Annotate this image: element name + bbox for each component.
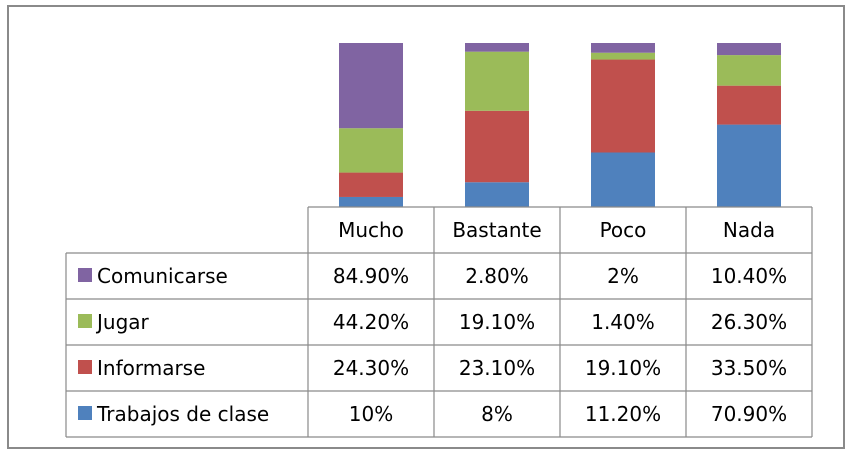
data-label-jugar-bastante: 19.10% bbox=[459, 310, 535, 334]
bar-poco-jugar bbox=[591, 52, 655, 60]
category-label-poco: Poco bbox=[600, 218, 647, 242]
bar-plot-area bbox=[339, 43, 781, 207]
data-label-trabajos-de-clase-bastante: 8% bbox=[481, 402, 513, 426]
data-label-jugar-mucho: 44.20% bbox=[333, 310, 409, 334]
bar-nada-jugar bbox=[717, 55, 781, 86]
bar-nada-trabajos-de-clase bbox=[717, 124, 781, 207]
data-table: Mucho Bastante Poco Nada Comunicarse 84.90% 2.… bbox=[65, 206, 813, 438]
bar-mucho-jugar bbox=[339, 128, 403, 173]
bar-bastante-jugar bbox=[465, 51, 529, 111]
legend-label-jugar: Jugar bbox=[95, 310, 150, 334]
bar-mucho-informarse bbox=[339, 172, 403, 197]
data-label-comunicarse-bastante: 2.80% bbox=[465, 264, 529, 288]
bar-mucho-comunicarse bbox=[339, 43, 403, 129]
bar-poco-trabajos-de-clase bbox=[591, 152, 655, 207]
data-label-informarse-nada: 33.50% bbox=[711, 356, 787, 380]
data-label-comunicarse-nada: 10.40% bbox=[711, 264, 787, 288]
legend-label-informarse: Informarse bbox=[97, 356, 205, 380]
legend-swatch-trabajos-de-clase bbox=[78, 406, 92, 420]
legend-swatch-jugar bbox=[78, 314, 92, 328]
bar-poco-informarse bbox=[591, 59, 655, 153]
category-label-bastante: Bastante bbox=[452, 218, 541, 242]
legend-swatch-comunicarse bbox=[78, 268, 92, 282]
data-label-trabajos-de-clase-mucho: 10% bbox=[349, 402, 393, 426]
data-label-trabajos-de-clase-nada: 70.90% bbox=[711, 402, 787, 426]
data-label-jugar-nada: 26.30% bbox=[711, 310, 787, 334]
data-label-informarse-bastante: 23.10% bbox=[459, 356, 535, 380]
category-label-mucho: Mucho bbox=[338, 218, 404, 242]
bar-mucho-trabajos-de-clase bbox=[339, 196, 403, 207]
data-label-comunicarse-mucho: 84.90% bbox=[333, 264, 409, 288]
legend-label-comunicarse: Comunicarse bbox=[97, 264, 228, 288]
data-label-comunicarse-poco: 2% bbox=[607, 264, 639, 288]
bar-nada-informarse bbox=[717, 85, 781, 125]
legend-swatch-informarse bbox=[78, 360, 92, 374]
bar-nada-comunicarse bbox=[717, 43, 781, 56]
bar-poco-comunicarse bbox=[591, 43, 655, 53]
data-label-informarse-mucho: 24.30% bbox=[333, 356, 409, 380]
chart-frame bbox=[7, 5, 845, 449]
legend-label-trabajos-de-clase: Trabajos de clase bbox=[96, 402, 269, 426]
data-label-jugar-poco: 1.40% bbox=[591, 310, 655, 334]
bar-bastante-comunicarse bbox=[465, 43, 529, 52]
category-label-nada: Nada bbox=[723, 218, 775, 242]
data-label-trabajos-de-clase-poco: 11.20% bbox=[585, 402, 661, 426]
data-label-informarse-poco: 19.10% bbox=[585, 356, 661, 380]
bar-bastante-informarse bbox=[465, 110, 529, 183]
bar-bastante-trabajos-de-clase bbox=[465, 182, 529, 207]
